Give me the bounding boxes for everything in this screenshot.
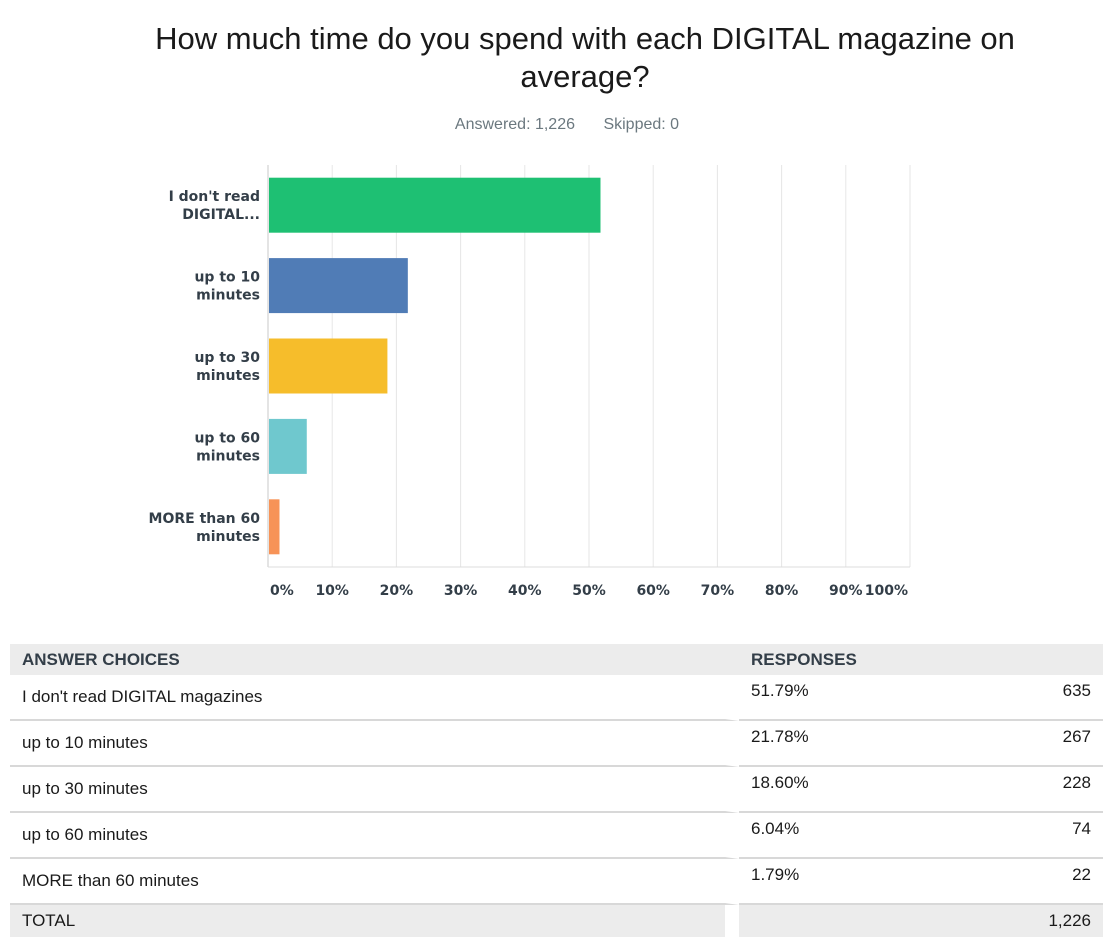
results-table: ANSWER CHOICES RESPONSES I don't read DI… <box>10 644 1103 937</box>
header-responses: RESPONSES <box>739 644 1103 675</box>
answered-count: Answered: 1,226 <box>454 116 575 133</box>
table-row: up to 30 minutes 18.60% 228 <box>10 767 1103 813</box>
response-stats: Answered: 1,226 Skipped: 0 <box>0 116 1114 134</box>
tick-label: 70% <box>701 583 735 599</box>
bar <box>269 499 280 555</box>
category-label: MORE than 60 minutes <box>149 511 261 545</box>
category-label-line: up to 30 <box>194 350 260 366</box>
tick-label: 90% <box>829 583 863 599</box>
row-percent: 18.60% <box>739 767 961 813</box>
total-count: 1,226 <box>739 905 1103 937</box>
row-count: 74 <box>960 813 1103 859</box>
category-label-line: up to 60 <box>194 430 260 446</box>
row-percent: 1.79% <box>739 859 961 905</box>
tick-label: 0% <box>270 583 294 599</box>
category-label-line: I don't read <box>169 189 260 205</box>
row-count: 267 <box>960 721 1103 767</box>
chart-title: How much time do you spend with each DIG… <box>155 21 1015 94</box>
row-count: 22 <box>960 859 1103 905</box>
tick-label: 30% <box>444 583 478 599</box>
table-row: I don't read DIGITAL magazines 51.79% 63… <box>10 675 1103 721</box>
category-label-line: DIGITAL... <box>182 207 260 223</box>
header-answer-choices: ANSWER CHOICES <box>10 644 739 675</box>
tick-label: 100% <box>865 583 908 599</box>
table-row: up to 60 minutes 6.04% 74 <box>10 813 1103 859</box>
tick-label: 40% <box>508 583 542 599</box>
table-total-row: TOTAL 1,226 <box>10 905 1103 937</box>
row-percent: 21.78% <box>739 721 961 767</box>
tick-label: 10% <box>315 583 349 599</box>
category-label: up to 30 minutes <box>194 350 260 384</box>
bar <box>269 418 307 474</box>
row-choice: up to 30 minutes <box>10 767 739 813</box>
category-label-line: minutes <box>196 448 260 464</box>
table-row: up to 10 minutes 21.78% 267 <box>10 721 1103 767</box>
tick-label: 50% <box>572 583 606 599</box>
category-label-line: up to 10 <box>194 270 260 286</box>
total-label: TOTAL <box>10 905 739 937</box>
category-label: up to 60 minutes <box>194 430 260 464</box>
row-percent: 6.04% <box>739 813 961 859</box>
bar-chart: I don't read DIGITAL...up to 10 minutesup … <box>149 165 911 599</box>
row-choice: up to 60 minutes <box>10 813 739 859</box>
category-label-line: MORE than 60 <box>149 511 261 527</box>
table-row: MORE than 60 minutes 1.79% 22 <box>10 859 1103 905</box>
row-count: 635 <box>960 675 1103 721</box>
tick-label: 60% <box>636 583 670 599</box>
tick-label: 80% <box>765 583 799 599</box>
category-label: I don't read DIGITAL... <box>169 189 260 223</box>
bar <box>269 338 388 394</box>
row-choice: I don't read DIGITAL magazines <box>10 675 739 721</box>
row-choice: up to 10 minutes <box>10 721 739 767</box>
row-choice: MORE than 60 minutes <box>10 859 739 905</box>
category-label-line: minutes <box>196 368 260 384</box>
category-label-line: minutes <box>196 288 260 304</box>
tick-label: 20% <box>380 583 414 599</box>
bar <box>269 258 408 314</box>
category-label-line: minutes <box>196 529 260 545</box>
table-header-row: ANSWER CHOICES RESPONSES <box>10 644 1103 675</box>
bar <box>269 177 601 233</box>
category-label: up to 10 minutes <box>194 270 260 304</box>
skipped-count: Skipped: 0 <box>603 116 680 133</box>
row-count: 228 <box>960 767 1103 813</box>
row-percent: 51.79% <box>739 675 961 721</box>
